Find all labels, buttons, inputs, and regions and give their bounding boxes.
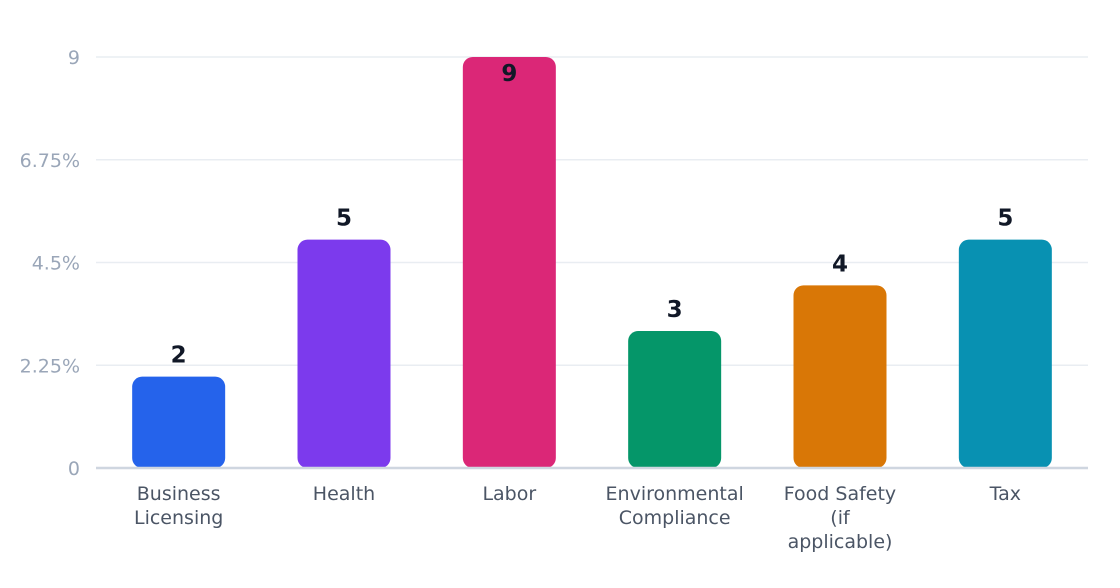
- bar: [628, 331, 722, 468]
- data-label: 9: [501, 61, 517, 87]
- data-label: 5: [997, 206, 1013, 232]
- bars: [132, 57, 1052, 468]
- y-tick-label: 6.75%: [20, 150, 80, 172]
- y-tick-label: 4.5%: [32, 253, 80, 275]
- x-tick-label: (if: [830, 507, 851, 529]
- x-tick-label: Health: [313, 483, 375, 505]
- grid-layer: [96, 56, 1088, 366]
- bar: [462, 57, 556, 468]
- x-tick-label: applicable): [788, 531, 893, 553]
- y-tick-label: 0: [68, 458, 80, 480]
- x-tick-label: Compliance: [619, 507, 731, 529]
- data-label: 2: [171, 343, 187, 369]
- data-label: 5: [336, 206, 352, 232]
- bar: [297, 239, 391, 468]
- x-tick-label: Tax: [989, 483, 1021, 505]
- y-tick-label: 9: [68, 47, 80, 69]
- x-tick-label: Business: [137, 483, 221, 505]
- y-tick-label: 2.25%: [20, 355, 80, 377]
- x-tick-label: Environmental: [606, 483, 744, 505]
- data-label: 3: [667, 297, 683, 323]
- x-tick-label: Labor: [482, 483, 536, 505]
- bar: [132, 376, 226, 468]
- data-label: 4: [832, 251, 848, 277]
- bar: [958, 239, 1052, 468]
- bar: [793, 285, 887, 468]
- x-tick-label: Licensing: [134, 507, 223, 529]
- x-tick-label: Food Safety: [784, 483, 896, 505]
